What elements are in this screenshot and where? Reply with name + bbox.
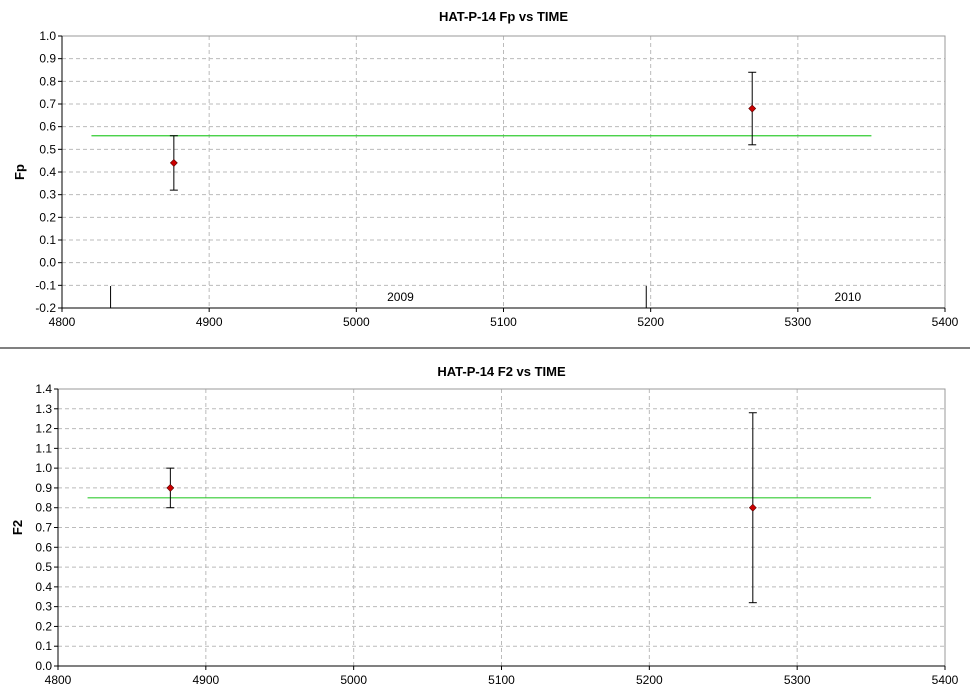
y-tick-label: 0.1 [35, 639, 52, 653]
y-tick-label: 1.0 [35, 461, 52, 475]
y-axis-label: Fp [12, 164, 27, 180]
x-tick-label: 4800 [45, 673, 72, 687]
x-tick-label: 5100 [490, 315, 517, 329]
y-tick-label: 0.2 [35, 619, 52, 633]
x-tick-label: 5000 [340, 673, 367, 687]
plot-area: 4800 4900 5000 5100 5200 5300 5400 0.0 0.1 0.2 0.3… [35, 382, 958, 687]
y-tick-label: 0.5 [39, 142, 56, 156]
data-point-group [748, 71, 757, 146]
y-tick-label: 0.0 [39, 256, 56, 270]
year-label: 2010 [835, 290, 862, 304]
data-point-group [169, 135, 178, 191]
x-tick-label: 4800 [49, 315, 76, 329]
y-tick-label: 0.4 [35, 580, 52, 594]
y-tick-label: 0.8 [35, 501, 52, 515]
y-tick-label: 1.0 [39, 29, 56, 43]
x-tick-label: 5100 [488, 673, 515, 687]
y-tick-label: -0.2 [35, 301, 56, 315]
fp-chart: HAT-P-14 Fp vs TIME Fp 4800 4900 5000 5100 5… [12, 9, 959, 329]
plot-area: 4800 4900 5000 5100 5200 5300 5400 -0.2 -0.1 0.0 0… [35, 29, 958, 329]
chart-title: HAT-P-14 Fp vs TIME [439, 9, 568, 24]
y-tick-label: 1.2 [35, 422, 52, 436]
x-tick-label: 4900 [192, 673, 219, 687]
y-tick-label: 0.2 [39, 210, 56, 224]
y-tick-label: 0.5 [35, 560, 52, 574]
y-tick-label: 0.9 [39, 52, 56, 66]
y-tick-label: 0.1 [39, 233, 56, 247]
data-point-group [748, 412, 757, 604]
y-tick-label: 0.9 [35, 481, 52, 495]
data-point [166, 484, 175, 492]
y-tick-label: 0.7 [35, 521, 52, 535]
y-tick-label: 1.3 [35, 402, 52, 416]
y-tick-label: 0.3 [35, 600, 52, 614]
x-tick-label: 5300 [784, 673, 811, 687]
x-tick-label: 5300 [784, 315, 811, 329]
y-tick-label: 1.4 [35, 382, 52, 396]
x-tick-label: 5200 [637, 315, 664, 329]
y-tick-label: 0.6 [39, 120, 56, 134]
x-tick-label: 5200 [636, 673, 663, 687]
x-tick-label: 5000 [343, 315, 370, 329]
x-tick-label: 5400 [932, 315, 959, 329]
data-point [748, 503, 757, 512]
data-point [748, 104, 757, 113]
y-tick-label: 0.7 [39, 97, 56, 111]
x-tick-label: 5400 [932, 673, 959, 687]
y-tick-label: -0.1 [35, 278, 56, 292]
data-point [169, 159, 178, 167]
x-tick-label: 4900 [196, 315, 223, 329]
chart-title: HAT-P-14 F2 vs TIME [437, 364, 566, 379]
y-tick-label: 0.4 [39, 165, 56, 179]
y-tick-label: 1.1 [35, 441, 52, 455]
y-axis-label: F2 [10, 520, 25, 535]
f2-chart: HAT-P-14 F2 vs TIME F2 4800 4900 5000 5100 5… [10, 364, 959, 687]
y-tick-label: 0.8 [39, 74, 56, 88]
y-tick-label: 0.0 [35, 659, 52, 673]
y-tick-label: 0.6 [35, 540, 52, 554]
y-tick-label: 0.3 [39, 188, 56, 202]
year-label: 2009 [387, 290, 414, 304]
data-point-group [166, 467, 175, 509]
